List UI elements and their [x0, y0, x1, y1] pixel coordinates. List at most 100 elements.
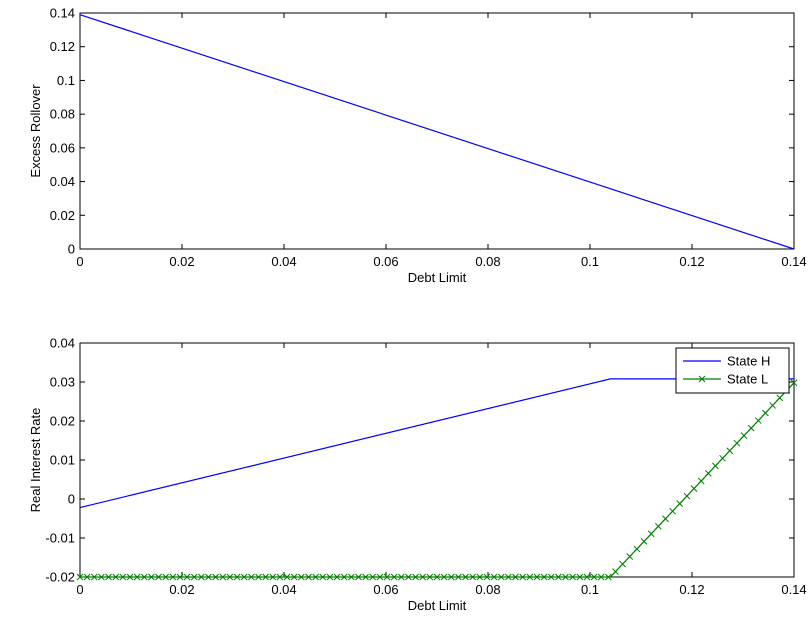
x-tick-label: 0.1 — [581, 582, 599, 597]
data-point-marker — [355, 573, 362, 581]
data-point-marker — [612, 568, 619, 575]
data-point-marker — [654, 522, 662, 530]
data-point-marker — [333, 573, 341, 581]
y-tick-label: 0.03 — [50, 375, 75, 390]
data-point-marker — [669, 507, 676, 515]
data-point-marker — [583, 573, 591, 581]
data-point-marker — [240, 573, 248, 581]
series-line-1 — [79, 14, 795, 250]
y-tick-label: 0.14 — [50, 6, 75, 21]
series-line-state-l — [80, 382, 795, 578]
data-point-marker — [297, 573, 305, 581]
data-point-marker — [462, 573, 469, 581]
data-point-marker — [769, 402, 776, 409]
data-point-marker — [790, 379, 798, 387]
data-point-marker — [569, 573, 577, 581]
plot-area — [79, 342, 795, 578]
data-point-marker — [605, 573, 612, 581]
y-tick-label: 0 — [68, 492, 75, 507]
data-point-marker — [704, 470, 712, 477]
x-tick-label: 0.14 — [781, 582, 806, 597]
data-point-marker — [276, 573, 284, 581]
series-markers — [76, 379, 798, 581]
data-point-marker — [183, 573, 191, 581]
data-point-marker — [90, 573, 98, 581]
data-point-marker — [76, 573, 84, 581]
data-point-marker — [269, 573, 277, 581]
data-point-marker — [647, 530, 655, 538]
data-point-marker — [497, 573, 505, 581]
data-point-marker — [719, 454, 726, 462]
data-point-marker — [155, 573, 162, 581]
data-point-marker — [169, 573, 177, 581]
x-tick-label: 0.14 — [781, 254, 806, 269]
x-tick-label: 0.02 — [169, 254, 194, 269]
data-point-marker — [83, 573, 91, 581]
data-point-marker — [397, 573, 405, 581]
data-point-marker — [555, 573, 562, 581]
data-point-marker — [198, 573, 205, 581]
data-point-marker — [576, 573, 584, 581]
data-point-marker — [619, 560, 626, 568]
data-point-marker — [676, 500, 684, 507]
data-point-marker — [376, 573, 384, 581]
y-tick-label: 0.06 — [50, 140, 75, 155]
data-point-marker — [476, 573, 484, 581]
data-point-marker — [162, 573, 170, 581]
legend-label: State L — [727, 372, 768, 387]
x-tick-label: 0 — [76, 582, 83, 597]
data-point-marker — [447, 573, 455, 581]
y-axis-label: Real Interest Rate — [28, 408, 43, 513]
data-point-marker — [290, 573, 298, 581]
data-point-marker — [519, 573, 527, 581]
data-point-marker — [140, 573, 148, 581]
data-point-marker — [383, 573, 391, 581]
data-point-marker — [190, 573, 198, 581]
data-point-marker — [133, 573, 141, 581]
x-tick-label: 0 — [76, 254, 83, 269]
data-point-marker — [762, 409, 769, 417]
data-point-marker — [440, 573, 448, 581]
data-point-marker — [540, 573, 548, 581]
data-point-marker — [597, 573, 605, 581]
x-tick-label: 0.12 — [679, 582, 704, 597]
data-point-marker — [262, 573, 269, 581]
data-point-marker — [512, 573, 519, 581]
data-point-marker — [712, 462, 719, 470]
data-point-marker — [683, 492, 691, 500]
data-point-marker — [526, 573, 534, 581]
data-point-marker — [148, 573, 155, 581]
data-point-marker — [312, 573, 319, 581]
data-point-marker — [105, 573, 112, 581]
data-point-marker — [562, 573, 569, 581]
chart-2: 0 0.02 0.04 0.06 0.08 0.1 0.12 0.14 -0.02 -0.01 0 0… — [28, 336, 807, 614]
legend-marker — [698, 375, 706, 383]
data-point-marker — [733, 439, 741, 447]
data-point-marker — [633, 545, 641, 553]
x-axis-label: Debt Limit — [408, 270, 467, 285]
x-axis-label: Debt Limit — [408, 598, 467, 613]
x-tick-label: 0.04 — [271, 254, 296, 269]
data-point-marker — [248, 573, 255, 581]
data-point-marker — [690, 485, 698, 492]
data-point-marker — [662, 515, 669, 523]
data-point-marker — [340, 573, 348, 581]
data-point-marker — [590, 573, 598, 581]
data-point-marker — [419, 573, 427, 581]
data-point-marker — [533, 573, 541, 581]
data-point-marker — [212, 573, 220, 581]
data-point-marker — [112, 573, 120, 581]
x-tick-label: 0.04 — [271, 582, 296, 597]
data-point-marker — [255, 573, 262, 581]
chart-1: 0 0.02 0.04 0.06 0.08 0.1 0.12 0.14 0 0.02 0.04 0.0… — [28, 6, 807, 286]
y-tick-label: 0.12 — [50, 39, 75, 54]
data-point-marker — [219, 573, 227, 581]
data-point-marker — [455, 573, 462, 581]
x-tick-label: 0.06 — [373, 582, 398, 597]
data-point-marker — [505, 573, 512, 581]
data-point-marker — [283, 573, 291, 581]
data-point-marker — [490, 573, 498, 581]
data-point-marker — [226, 573, 234, 581]
x-tick-label: 0.08 — [475, 582, 500, 597]
data-point-marker — [405, 573, 412, 581]
